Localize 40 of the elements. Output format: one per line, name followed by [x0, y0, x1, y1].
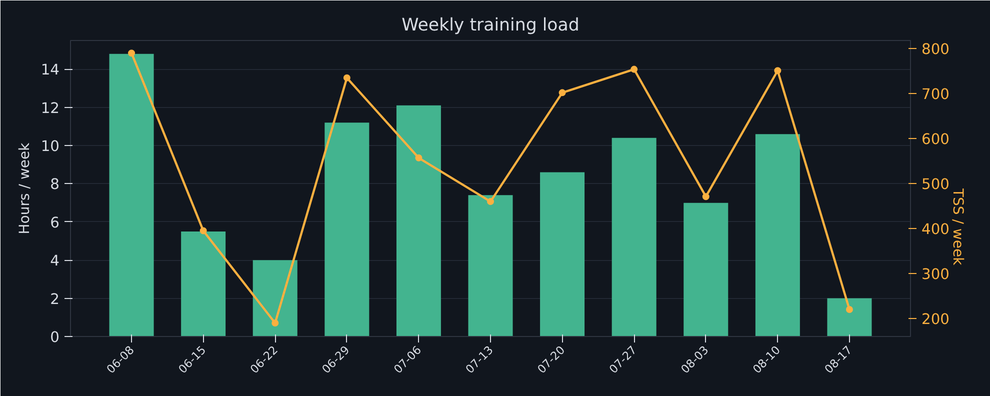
bar	[468, 195, 513, 336]
point	[128, 50, 136, 57]
point	[558, 89, 566, 96]
y2-tick-label: 600	[922, 131, 950, 148]
bar	[827, 298, 872, 336]
bar	[252, 260, 298, 336]
y-tick-label: 8	[50, 176, 60, 194]
y-axis-title: Hours / week	[16, 142, 33, 234]
bar	[324, 122, 370, 336]
bar	[540, 172, 585, 336]
point	[846, 306, 853, 314]
bar	[612, 138, 656, 336]
y-tick-label: 4	[50, 252, 60, 270]
y-tick-label: 12	[40, 100, 60, 117]
y2-axis-title: TSS / week	[949, 188, 966, 266]
point	[630, 66, 638, 73]
point	[272, 320, 279, 326]
bar	[396, 105, 441, 336]
y2-tick-label: 200	[922, 311, 950, 328]
y-tick-label: 0	[50, 329, 60, 346]
point	[774, 67, 782, 74]
y-tick-label: 2	[50, 290, 60, 308]
y-tick-label: 14	[40, 62, 60, 79]
y2-tick-label: 300	[922, 266, 950, 284]
y2-tick-label: 400	[922, 221, 950, 238]
point	[487, 198, 494, 206]
bar	[181, 231, 226, 336]
point	[415, 154, 422, 162]
y-tick-label: 10	[40, 138, 60, 156]
point	[343, 74, 350, 82]
point	[200, 227, 207, 234]
y2-tick-label: 800	[922, 41, 950, 58]
y2-tick-label: 700	[922, 86, 950, 104]
bar	[755, 134, 800, 336]
y-tick-label: 6	[50, 214, 60, 232]
y2-tick-label: 500	[922, 176, 950, 194]
chart-title: Weekly training load	[402, 16, 580, 36]
point	[702, 193, 710, 200]
bar	[684, 202, 728, 336]
bar	[109, 54, 154, 336]
